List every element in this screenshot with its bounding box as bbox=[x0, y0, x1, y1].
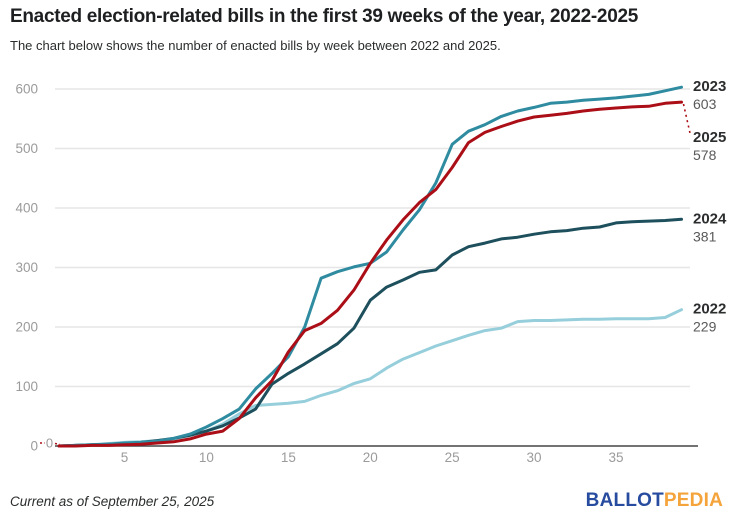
series-value-label-2023: 603 bbox=[693, 96, 717, 112]
series-line-2024 bbox=[57, 217, 683, 448]
ballotpedia-logo: BALLOTPEDIA bbox=[586, 490, 723, 512]
y-tick-label-500: 500 bbox=[15, 141, 38, 156]
x-tick-label-5: 5 bbox=[121, 450, 129, 465]
page-title: Enacted election-related bills in the fi… bbox=[10, 6, 639, 27]
x-tick-label-15: 15 bbox=[281, 450, 296, 465]
y-tick-label-200: 200 bbox=[15, 320, 38, 335]
series-line-2022 bbox=[57, 308, 683, 448]
series-value-label-2024: 381 bbox=[693, 228, 717, 244]
x-tick-label-30: 30 bbox=[527, 450, 542, 465]
x-tick-label-25: 25 bbox=[445, 450, 460, 465]
y-tick-label-0: 0 bbox=[30, 439, 38, 454]
page-subtitle: The chart below shows the number of enac… bbox=[10, 38, 501, 53]
series-line-2023 bbox=[57, 85, 683, 448]
series-year-label-2024: 2024 bbox=[693, 210, 727, 227]
series-start-label-2025: 0 bbox=[46, 436, 53, 451]
series-year-label-2022: 2022 bbox=[693, 301, 726, 318]
logo-ballot: BALLOT bbox=[585, 490, 664, 511]
x-tick-label-20: 20 bbox=[363, 450, 378, 465]
y-tick-label-300: 300 bbox=[15, 260, 38, 275]
start-leader-right-2025 bbox=[54, 442, 61, 446]
y-tick-label-600: 600 bbox=[15, 82, 38, 97]
series-value-label-2022: 229 bbox=[693, 319, 717, 335]
series-line-2025 bbox=[57, 100, 683, 448]
logo-pedia: PEDIA bbox=[663, 490, 723, 511]
x-tick-label-10: 10 bbox=[199, 450, 214, 465]
leader-line-2025 bbox=[682, 103, 691, 134]
series-year-label-2025: 2025 bbox=[693, 129, 726, 146]
series-value-label-2025: 578 bbox=[693, 147, 717, 163]
x-tick-label-35: 35 bbox=[608, 450, 623, 465]
y-tick-label-400: 400 bbox=[15, 201, 38, 216]
y-tick-label-100: 100 bbox=[15, 379, 38, 394]
series-year-label-2023: 2023 bbox=[693, 78, 726, 95]
current-as-of-note: Current as of September 25, 2025 bbox=[10, 494, 215, 509]
